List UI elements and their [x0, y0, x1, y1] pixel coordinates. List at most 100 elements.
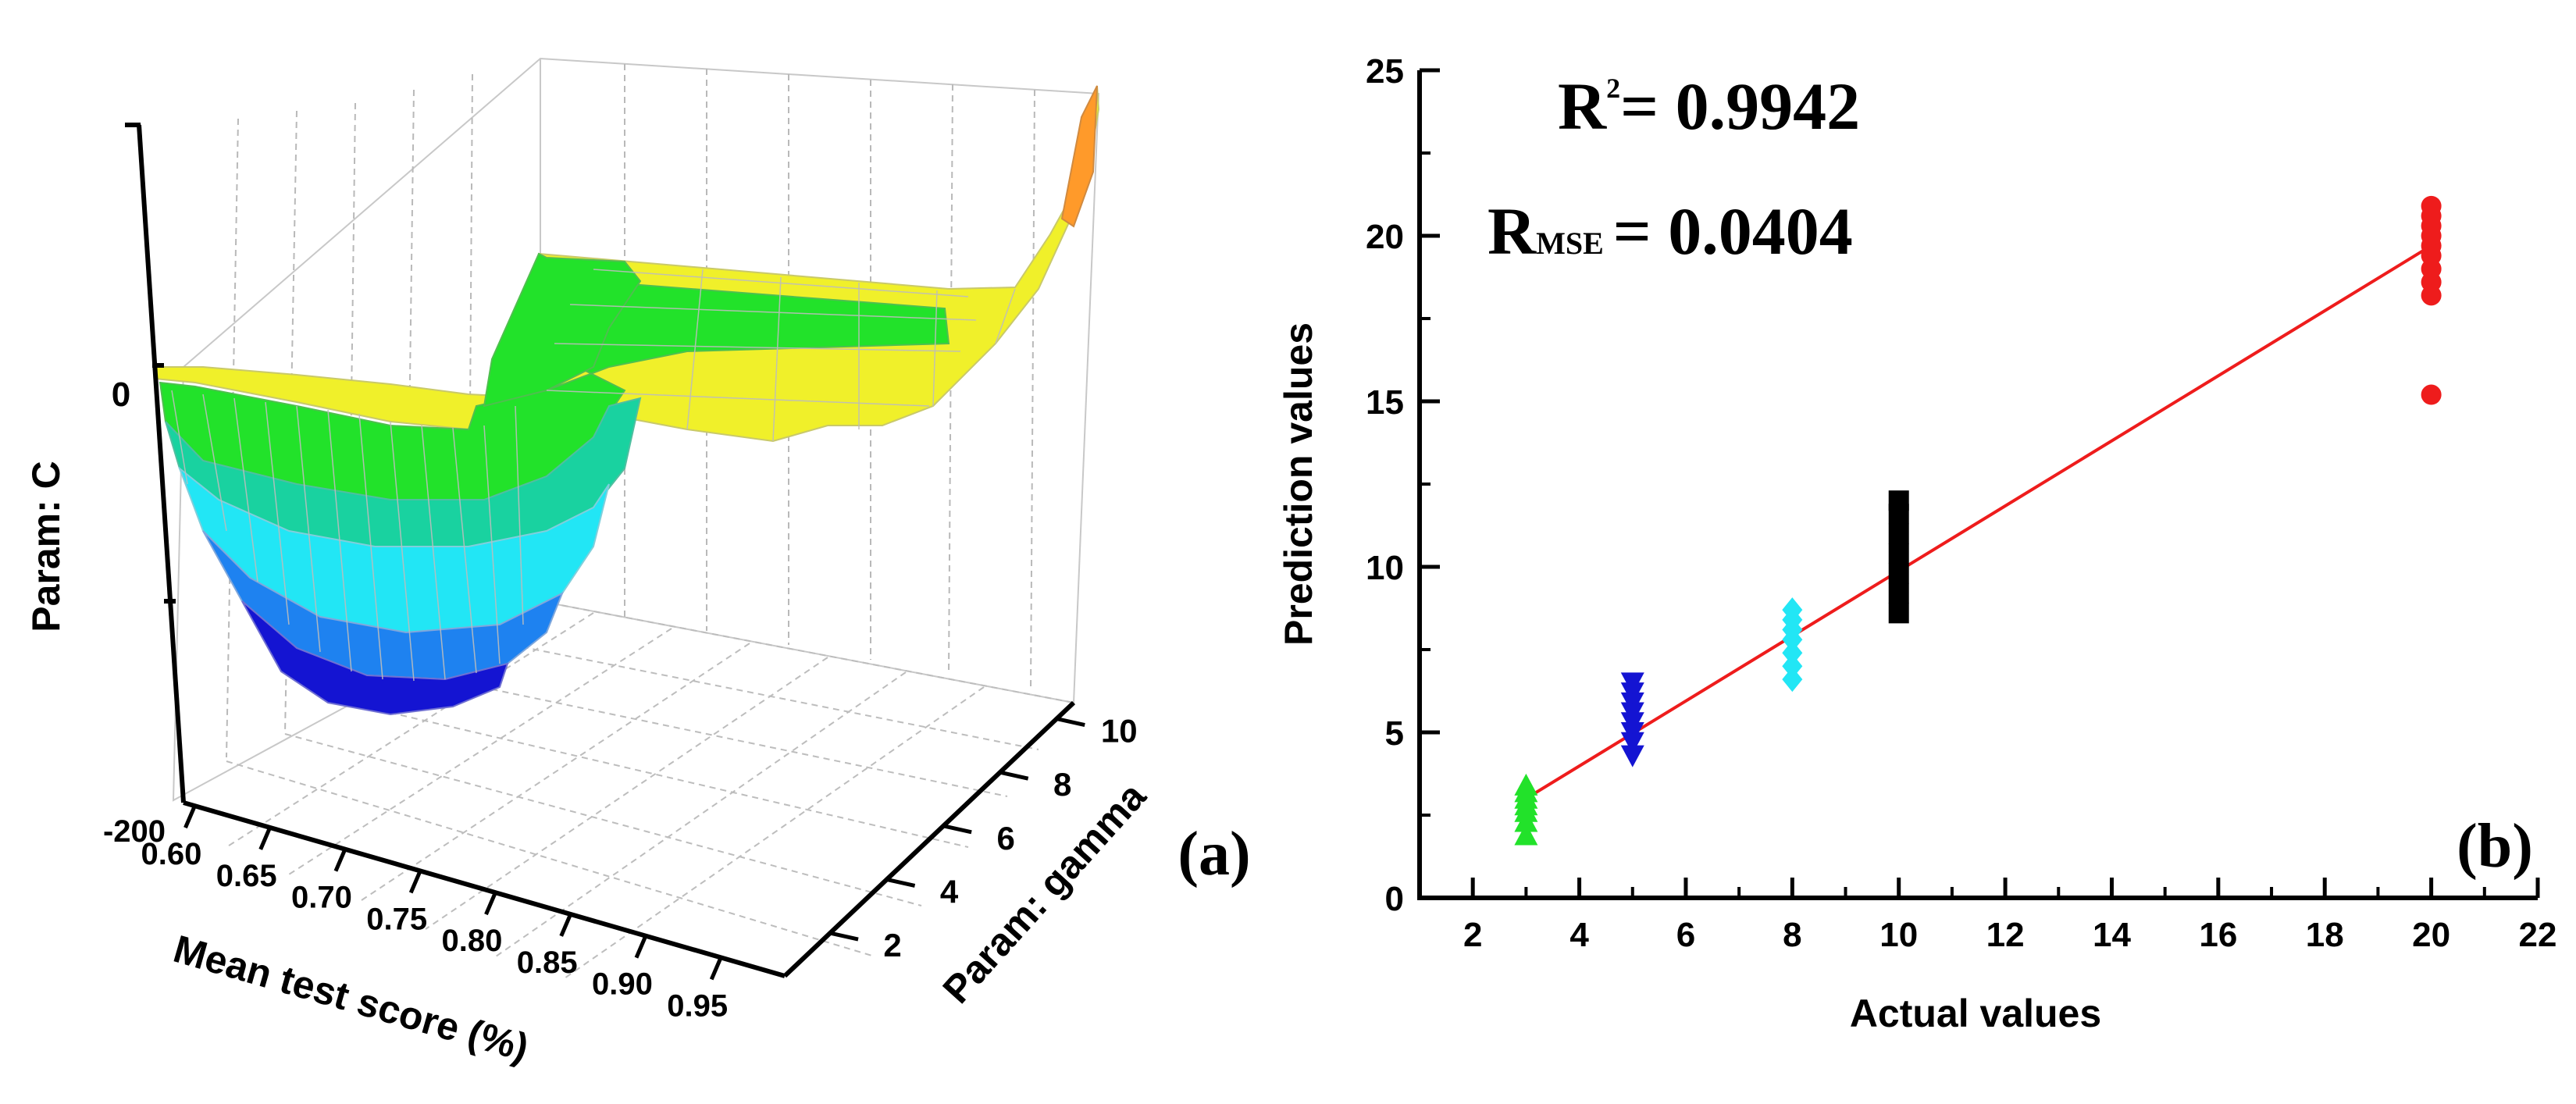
- floor-grid: [226, 600, 1074, 981]
- panel-b-label: (b): [2457, 812, 2533, 881]
- series-actual-3: [1514, 773, 1538, 846]
- x-tick-label: 10: [1879, 916, 1918, 954]
- data-point: [1782, 640, 1803, 666]
- y-tick-label: 20: [1366, 218, 1404, 256]
- x-tick: [634, 935, 648, 959]
- data-point: [1888, 582, 1909, 604]
- x-tick-label: 0.85: [517, 946, 578, 980]
- series-actual-20: [2421, 195, 2442, 405]
- x-tick: [559, 913, 572, 937]
- x-tick: [183, 805, 197, 829]
- x-tick: [258, 826, 272, 850]
- y-tick-label: 8: [1053, 766, 1071, 803]
- data-point: [1888, 603, 1909, 624]
- x-tick-label: 2: [1463, 916, 1482, 954]
- data-points: [1514, 195, 2442, 846]
- surface-band-darkblue: [241, 600, 509, 716]
- data-point: [1888, 490, 1909, 511]
- x-tick: [333, 848, 347, 872]
- y-axis-ticks: 0 5 10 15 20 25: [1366, 52, 1440, 918]
- x-tick-label: 22: [2519, 916, 2557, 954]
- y-tick: [886, 878, 916, 888]
- rmse-annotation: RMSE = 0.0404: [1488, 194, 1853, 269]
- series-actual-5: [1620, 672, 1644, 767]
- data-point: [2421, 195, 2442, 216]
- r2-value: = 0.9942: [1620, 69, 1860, 144]
- data-point: [1888, 543, 1909, 564]
- data-point: [2421, 384, 2442, 405]
- data-point: [1782, 667, 1803, 693]
- data-point: [1782, 653, 1803, 679]
- y-axis-label: Param: gamma: [935, 774, 1155, 1012]
- x-axis-tick-labels: 0.60 0.65 0.70 0.75 0.80 0.85 0.90 0.95: [141, 837, 729, 1023]
- x-tick-label: 14: [2093, 916, 2131, 954]
- y-tick-label: 10: [1101, 713, 1138, 750]
- x-tick-label: 6: [1676, 916, 1695, 954]
- y-axis-tick-labels: 2 4 6 8 10: [883, 713, 1137, 964]
- x-tick-label: 8: [1783, 916, 1801, 954]
- y-tick-label: 15: [1366, 383, 1404, 422]
- y-axis-line: [782, 700, 1076, 978]
- r2-annotation: R2= 0.9942: [1558, 69, 1860, 144]
- r2-base: R: [1558, 69, 1607, 144]
- x-tick-label: 4: [1569, 916, 1589, 954]
- z-tick-label-minus200: -200: [103, 814, 166, 849]
- y-tick: [942, 824, 972, 835]
- y-tick-label: 4: [940, 873, 959, 910]
- y-tick: [829, 931, 859, 942]
- y-tick-label: 25: [1366, 52, 1404, 91]
- response-surface: [153, 85, 1100, 716]
- y-axis-ticks: [829, 717, 1085, 942]
- x-tick-label: 16: [2199, 916, 2237, 954]
- regression-fit-line: [1525, 244, 2432, 800]
- panel-b-scatter-plot: 0 5 10 15 20 25 2 4 6 8 10 12 14 16 18 20 22 Prediction…: [1277, 52, 2556, 1035]
- axis-lines: [125, 123, 1076, 978]
- rmse-base: R: [1488, 194, 1537, 269]
- panel-a-label: (a): [1178, 820, 1250, 889]
- data-point: [1888, 523, 1909, 544]
- x-tick-label: 0.65: [216, 859, 277, 893]
- x-axis-ticks: 2 4 6 8 10 12 14 16 18 20 22: [1418, 878, 2557, 954]
- x-axis-line: [183, 800, 786, 978]
- x-tick-label: 0.80: [442, 924, 503, 958]
- x-tick-label: 18: [2306, 916, 2344, 954]
- x-tick: [408, 870, 422, 894]
- x-axis-ticks: [183, 805, 723, 981]
- data-point: [1620, 672, 1644, 695]
- y-tick-label: 0: [1385, 880, 1404, 918]
- data-point: [1514, 823, 1538, 846]
- rmse-value: = 0.0404: [1613, 194, 1853, 269]
- data-point: [1888, 563, 1909, 584]
- series-actual-8: [1782, 597, 1803, 693]
- y-tick-label: 10: [1366, 549, 1404, 587]
- y-tick-label: 2: [883, 927, 901, 963]
- z-axis-line: [137, 124, 186, 803]
- plot-area: [1417, 70, 2538, 900]
- surface-band-orange: [1060, 85, 1098, 228]
- z-axis-label: Param: C: [24, 461, 68, 632]
- x-tick-label: 0.75: [366, 902, 427, 936]
- x-tick-label: 0.90: [592, 967, 653, 1002]
- rmse-subscript: MSE: [1536, 226, 1604, 261]
- r2-superscript: 2: [1606, 73, 1620, 104]
- x-tick-label: 12: [1986, 916, 2025, 954]
- y-tick-label: 6: [996, 820, 1014, 856]
- x-tick-label: 0.60: [141, 837, 202, 871]
- data-point: [1514, 773, 1538, 796]
- surface-band-green-right: [483, 252, 642, 408]
- z-tick-label-0: 0: [112, 376, 130, 414]
- series-actual-10: [1888, 490, 1909, 624]
- panel-a-surface-plot: 0.600.650.700.750.800.850.900.95 246810 …: [24, 57, 1251, 1070]
- x-axis-label: Actual values: [1850, 992, 2101, 1035]
- data-point: [1782, 597, 1803, 623]
- y-tick: [1056, 717, 1085, 728]
- x-tick-label: 20: [2412, 916, 2450, 954]
- y-axis-label: Prediction values: [1277, 322, 1320, 646]
- x-tick: [709, 956, 723, 981]
- y-tick-label: 5: [1385, 714, 1404, 753]
- x-tick-label: 0.70: [291, 881, 352, 915]
- y-tick: [999, 770, 1029, 781]
- x-tick-label: 0.95: [667, 988, 728, 1023]
- x-tick: [484, 892, 497, 916]
